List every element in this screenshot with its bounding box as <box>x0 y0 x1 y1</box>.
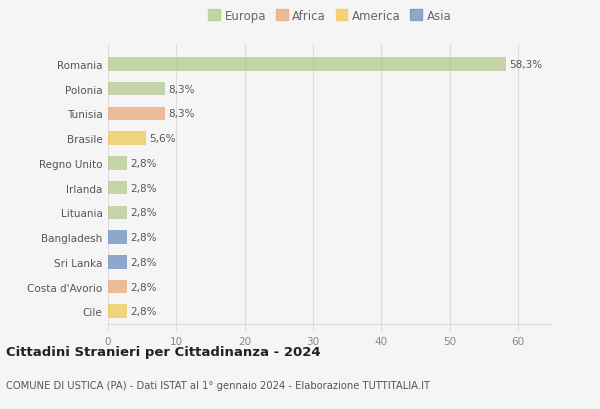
Bar <box>108 231 127 244</box>
Bar <box>108 206 127 220</box>
Text: 2,8%: 2,8% <box>131 183 157 193</box>
Bar <box>108 83 164 96</box>
Text: 2,8%: 2,8% <box>131 158 157 169</box>
Bar <box>108 107 164 121</box>
Bar <box>108 132 146 146</box>
Text: 2,8%: 2,8% <box>131 257 157 267</box>
Bar <box>108 58 506 72</box>
Bar <box>108 157 127 170</box>
Text: 2,8%: 2,8% <box>131 306 157 317</box>
Legend: Europa, Africa, America, Asia: Europa, Africa, America, Asia <box>203 5 457 27</box>
Text: 2,8%: 2,8% <box>131 232 157 243</box>
Text: 5,6%: 5,6% <box>149 134 176 144</box>
Text: 2,8%: 2,8% <box>131 208 157 218</box>
Text: 8,3%: 8,3% <box>168 109 194 119</box>
Bar <box>108 280 127 294</box>
Bar <box>108 181 127 195</box>
Bar <box>108 305 127 318</box>
Text: COMUNE DI USTICA (PA) - Dati ISTAT al 1° gennaio 2024 - Elaborazione TUTTITALIA.: COMUNE DI USTICA (PA) - Dati ISTAT al 1°… <box>6 380 430 390</box>
Text: 2,8%: 2,8% <box>131 282 157 292</box>
Text: Cittadini Stranieri per Cittadinanza - 2024: Cittadini Stranieri per Cittadinanza - 2… <box>6 346 320 359</box>
Text: 58,3%: 58,3% <box>509 60 543 70</box>
Bar <box>108 255 127 269</box>
Text: 8,3%: 8,3% <box>168 85 194 94</box>
